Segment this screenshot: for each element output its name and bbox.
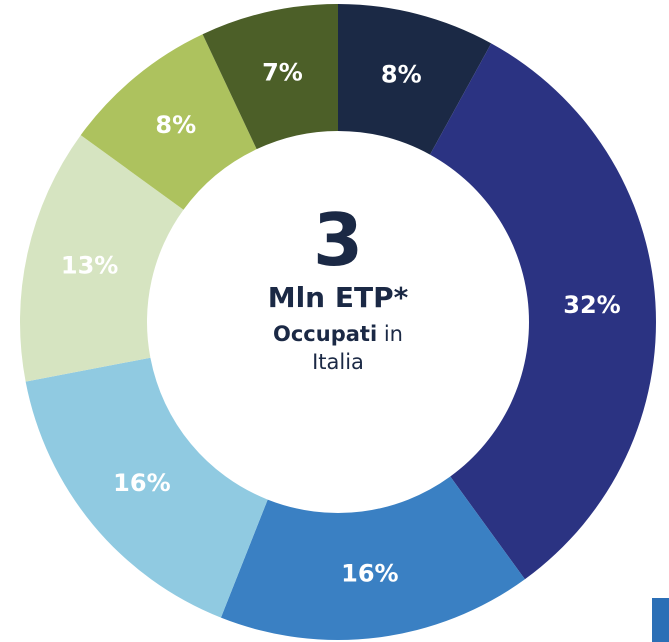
center-note-bold: Occupati <box>273 322 378 346</box>
center-note: Occupati in Italia <box>263 320 413 376</box>
donut-segment <box>220 476 525 641</box>
donut-segment <box>25 357 268 618</box>
segment-label: 8% <box>381 60 422 88</box>
segment-label: 16% <box>113 469 170 497</box>
donut-segment <box>202 4 338 150</box>
donut-segment <box>80 34 257 210</box>
logo <box>652 598 669 642</box>
donut-segment <box>430 43 656 580</box>
segment-label: 13% <box>61 251 118 279</box>
center-text: 3 Mln ETP* Occupati in Italia <box>238 200 438 376</box>
center-unit: Mln ETP* <box>267 281 409 314</box>
segment-label: 32% <box>563 291 620 319</box>
segment-label: 8% <box>155 111 196 139</box>
center-note-text: in Italia <box>312 322 403 374</box>
donut-segment <box>20 135 184 382</box>
center-value: 3 <box>312 198 364 282</box>
segment-label: 7% <box>262 59 303 87</box>
donut-segment <box>338 4 492 155</box>
segment-label: 16% <box>341 559 398 587</box>
